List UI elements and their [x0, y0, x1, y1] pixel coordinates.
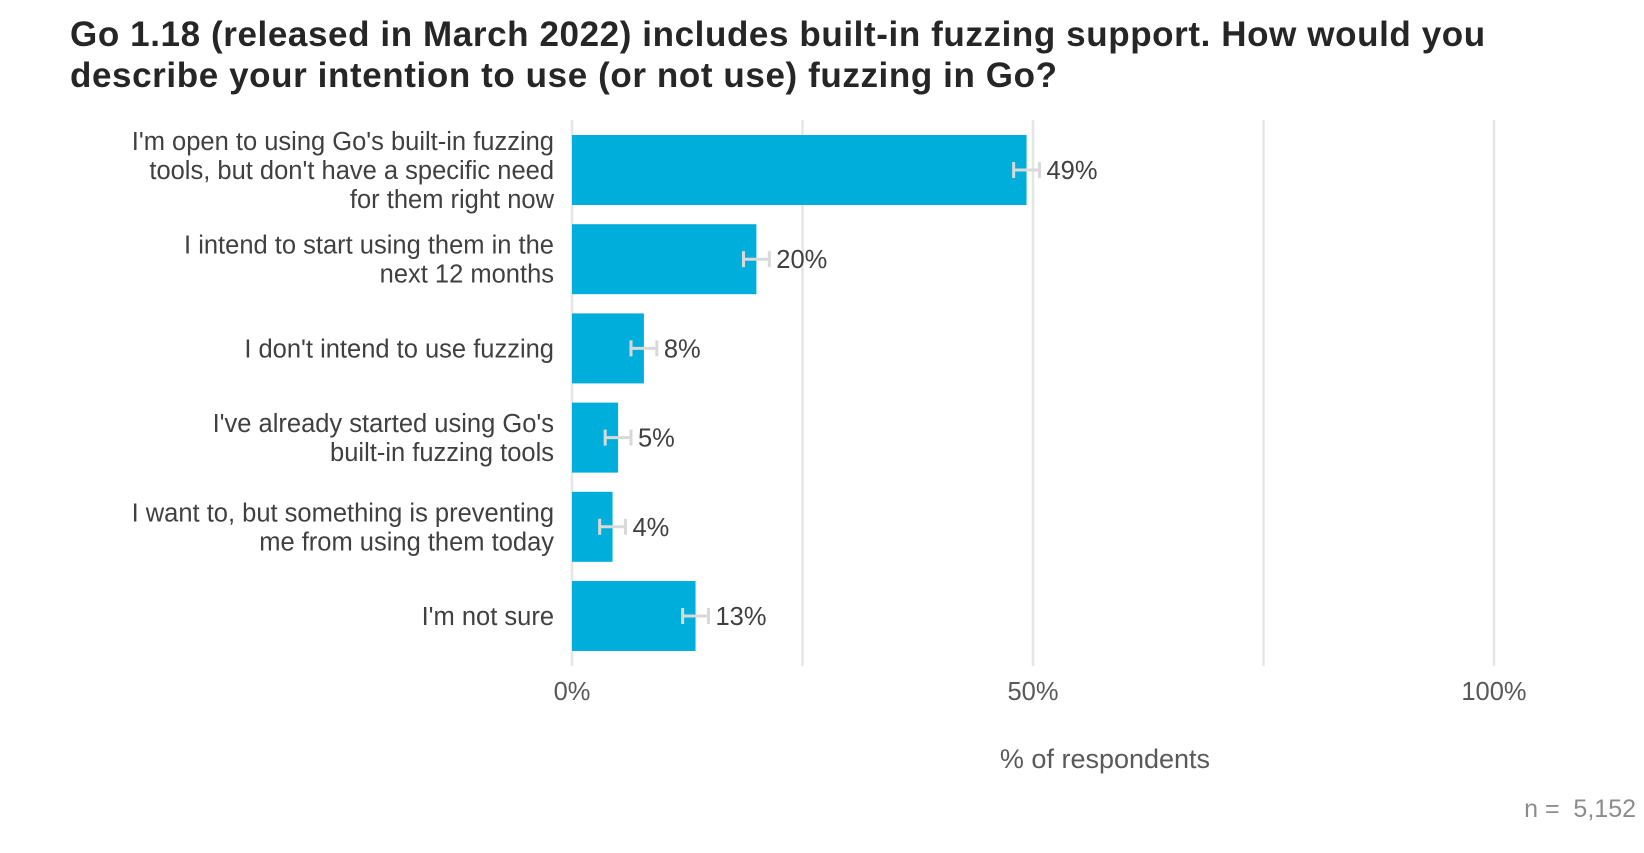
category-label: built-in fuzzing tools — [330, 439, 554, 467]
bar — [572, 581, 696, 651]
sample-size-note: n = 5,152 — [1524, 795, 1636, 823]
axis-layer: 0% 50% 100% % of respondents n = 5,152 — [554, 678, 1636, 823]
x-tick-label: 0% — [554, 678, 591, 706]
category-label: I intend to start using them in the — [184, 232, 554, 260]
bar — [572, 224, 757, 295]
category-label: tools, but don't have a specific need — [149, 157, 554, 185]
data-label: 13% — [715, 603, 766, 631]
chart-title: Go 1.18 (released in March 2022) include… — [70, 15, 1486, 95]
category-label: I'm not sure — [422, 603, 554, 631]
grid-layer — [570, 120, 1496, 666]
data-label: 49% — [1046, 157, 1097, 185]
x-tick-label: 100% — [1461, 678, 1526, 706]
bar-layer — [572, 135, 1041, 651]
data-label: 8% — [664, 335, 701, 363]
category-label: I'm open to using Go's built-in fuzzing — [132, 128, 554, 156]
data-label: 5% — [638, 425, 675, 453]
x-tick-label: 50% — [1007, 678, 1058, 706]
bar — [572, 135, 1027, 205]
category-label: me from using them today — [259, 528, 554, 556]
category-label: I've already started using Go's — [213, 410, 554, 438]
category-label: I want to, but something is preventing — [132, 499, 554, 527]
x-axis-title: % of respondents — [1000, 744, 1210, 774]
data-label: 20% — [776, 246, 827, 274]
data-label: 4% — [632, 514, 669, 542]
label-layer: 49% I'm open to using Go's built-in fuzzi… — [132, 128, 1098, 631]
category-label: next 12 months — [380, 261, 554, 289]
category-label: I don't intend to use fuzzing — [244, 335, 554, 363]
category-label: for them right now — [350, 186, 555, 214]
